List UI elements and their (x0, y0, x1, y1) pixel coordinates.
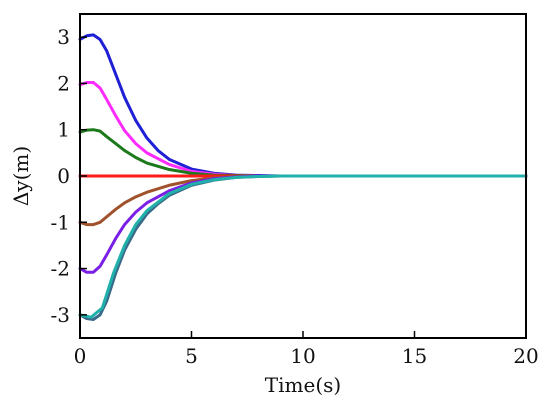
y-tick-label: -2 (51, 257, 70, 281)
x-axis-label: Time(s) (265, 373, 341, 397)
series-line-1 (78, 33, 528, 178)
series-line-5 (78, 174, 528, 227)
series-line-6 (78, 174, 528, 274)
y-axis-label: Δy(m) (9, 146, 33, 206)
y-tick-label: 1 (57, 118, 70, 142)
y-tick-label: -1 (51, 210, 70, 234)
x-tick-label: 0 (74, 344, 87, 368)
x-tick-label: 15 (402, 344, 427, 368)
x-tick-label: 10 (290, 344, 315, 368)
x-tick-label: 5 (185, 344, 198, 368)
series-layer (78, 33, 528, 321)
y-tick-label: -3 (51, 303, 70, 327)
y-tick-label: 2 (57, 71, 70, 95)
y-tick-label: 0 (57, 164, 70, 188)
series-line-8 (78, 174, 528, 319)
tick-layer: 0 5 10 15 20 -3 -2 -1 0 1 2 3 (51, 25, 539, 368)
series-line-7 (78, 174, 528, 321)
x-tick-label: 20 (513, 344, 538, 368)
y-tick-label: 3 (57, 25, 70, 49)
